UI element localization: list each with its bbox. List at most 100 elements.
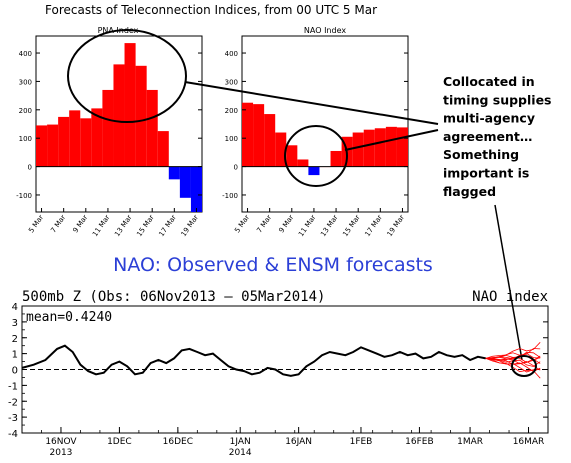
pna-ytick-label-4: 300 <box>19 78 32 86</box>
pna-highlight-ellipse <box>67 29 187 123</box>
pna-xtick-label-5: 15 Mar <box>135 213 156 238</box>
nao-xtick-label-3: 11 Mar <box>297 213 318 238</box>
pna-frame <box>35 35 203 213</box>
pna-ytick-label-1: 0 <box>28 164 32 172</box>
nao-bar-14 <box>396 127 408 167</box>
pna-bar-3 <box>69 110 81 167</box>
pna-bar-13 <box>179 166 191 198</box>
nao-chart: NAO Index -100 0 100 200 300 400 5 Mar 7 Mar 9 … <box>222 26 409 238</box>
nao-bar-0 <box>242 102 254 167</box>
nao-xtick-label-1: 7 Mar <box>255 213 273 234</box>
nao-xtick-label-2: 9 Mar <box>277 213 295 234</box>
pna-bar-8 <box>124 43 136 167</box>
annotation-line-5: important is <box>443 166 529 181</box>
nao-bar-6 <box>308 166 320 176</box>
nao-xtick-label-0: 5 Mar <box>233 213 251 234</box>
pna-bar-5 <box>91 108 103 167</box>
ts-xtick-label-6: 16FEB <box>405 437 434 447</box>
ts-xtick-label-0: 16NOV <box>45 437 77 447</box>
annotation-line-3: agreement… <box>443 129 532 144</box>
nao-timeseries-chart: 500mb Z (Obs: 06Nov2013 – 05Mar2014) NAO… <box>8 289 549 458</box>
pna-bar-10 <box>146 89 158 167</box>
pna-bar-9 <box>135 65 147 167</box>
pna-ytick-label-0: -100 <box>16 192 32 200</box>
nao-bar-11 <box>363 129 375 167</box>
nao-connector-line <box>344 129 439 151</box>
nao-bar-13 <box>385 126 397 167</box>
pna-ytick-label-5: 400 <box>19 50 32 58</box>
pna-ytick-label-2: 100 <box>19 135 32 143</box>
nao-bar-4 <box>286 145 298 167</box>
annotation-line-1: timing supplies <box>443 92 552 107</box>
timeseries-connector-line <box>494 204 523 361</box>
nao-heading: NAO: Observed & ENSM forecasts <box>113 254 433 276</box>
ts-xtick-label-3: 1JAN <box>230 437 251 447</box>
nao-xtick-label-4: 13 Mar <box>319 213 340 238</box>
nao-bar-8 <box>330 150 342 167</box>
ts-xtick-label-5: 1FEB <box>350 437 373 447</box>
pna-xtick-label-0: 5 Mar <box>27 213 45 234</box>
nao-bar-10 <box>352 132 364 167</box>
pna-bar-4 <box>80 118 92 167</box>
ts-ytick-label-3: -1 <box>8 381 18 392</box>
nao-bar-12 <box>374 128 386 167</box>
timeseries-frame <box>21 305 549 434</box>
nao-ytick-label-4: 300 <box>225 78 238 86</box>
nao-ytick-label-1: 0 <box>234 164 238 172</box>
timeseries-mean-label: mean=0.4240 <box>26 310 112 325</box>
ts-xtick-label-1: 1DEC <box>107 437 132 447</box>
nao-ytick-label-0: -100 <box>222 192 238 200</box>
ts-ytick-label-7: 3 <box>12 318 18 329</box>
annotation-line-2: multi-agency <box>443 111 535 126</box>
annotation-line-0: Collocated in <box>443 74 535 89</box>
nao-ytick-label-5: 400 <box>225 50 238 58</box>
annotation-line-4: Something <box>443 147 519 162</box>
nao-title: NAO Index <box>304 26 346 35</box>
timeseries-title: 500mb Z (Obs: 06Nov2013 – 05Mar2014) <box>22 289 325 305</box>
ts-ensemble-member-10 <box>485 352 541 360</box>
nao-ytick-label-3: 200 <box>225 107 238 115</box>
nao-xtick-label-6: 17 Mar <box>363 213 384 238</box>
ts-xtick-label-7: 1MAR <box>457 437 483 447</box>
nao-bar-5 <box>297 159 309 167</box>
ts-ytick-label-0: -4 <box>8 429 18 440</box>
nao-bar-2 <box>264 114 276 167</box>
pna-bar-1 <box>47 124 59 167</box>
ts-xtick-year-3: 2014 <box>229 448 252 458</box>
pna-bar-7 <box>113 64 125 167</box>
ts-ytick-label-1: -3 <box>8 413 18 424</box>
pna-connector-line <box>184 81 439 125</box>
pna-bar-6 <box>102 89 114 167</box>
timeseries-title-right: NAO index <box>472 289 548 305</box>
forecast-highlight-ellipse <box>511 355 537 377</box>
ts-ytick-label-6: 2 <box>12 334 18 345</box>
nao-xtick-label-7: 19 Mar <box>386 213 407 238</box>
pna-xtick-label-4: 13 Mar <box>113 213 134 238</box>
pna-bar-0 <box>36 125 48 167</box>
ts-xtick-label-4: 16JAN <box>285 437 312 447</box>
nao-highlight-ellipse <box>284 125 348 187</box>
ts-ytick-label-4: 0 <box>12 366 18 377</box>
nao-xtick-label-5: 15 Mar <box>341 213 362 238</box>
page-title: Forecasts of Teleconnection Indices, fro… <box>45 3 377 17</box>
pna-xtick-label-7: 19 Mar <box>180 213 201 238</box>
annotation-line-6: flagged <box>443 184 496 199</box>
nao-ytick-label-2: 100 <box>225 135 238 143</box>
ts-ytick-label-2: -2 <box>8 397 18 408</box>
ts-ensemble-member-4 <box>485 355 541 363</box>
pna-bar-11 <box>157 131 169 167</box>
ts-xtick-year-0: 2013 <box>50 448 73 458</box>
pna-xtick-label-1: 7 Mar <box>49 213 67 234</box>
ts-xtick-label-8: 16MAR <box>513 437 545 447</box>
pna-ytick-label-3: 200 <box>19 107 32 115</box>
ts-xtick-label-2: 16DEC <box>163 437 193 447</box>
pna-xtick-label-2: 9 Mar <box>71 213 89 234</box>
ts-ytick-label-5: 1 <box>12 350 18 361</box>
nao-bar-1 <box>253 104 265 167</box>
nao-bar-3 <box>275 132 287 167</box>
annotation-text: Collocated in timing supplies multi-agency… <box>443 74 552 199</box>
ts-ensemble-member-0 <box>485 342 541 359</box>
pna-xtick-label-3: 11 Mar <box>91 213 112 238</box>
